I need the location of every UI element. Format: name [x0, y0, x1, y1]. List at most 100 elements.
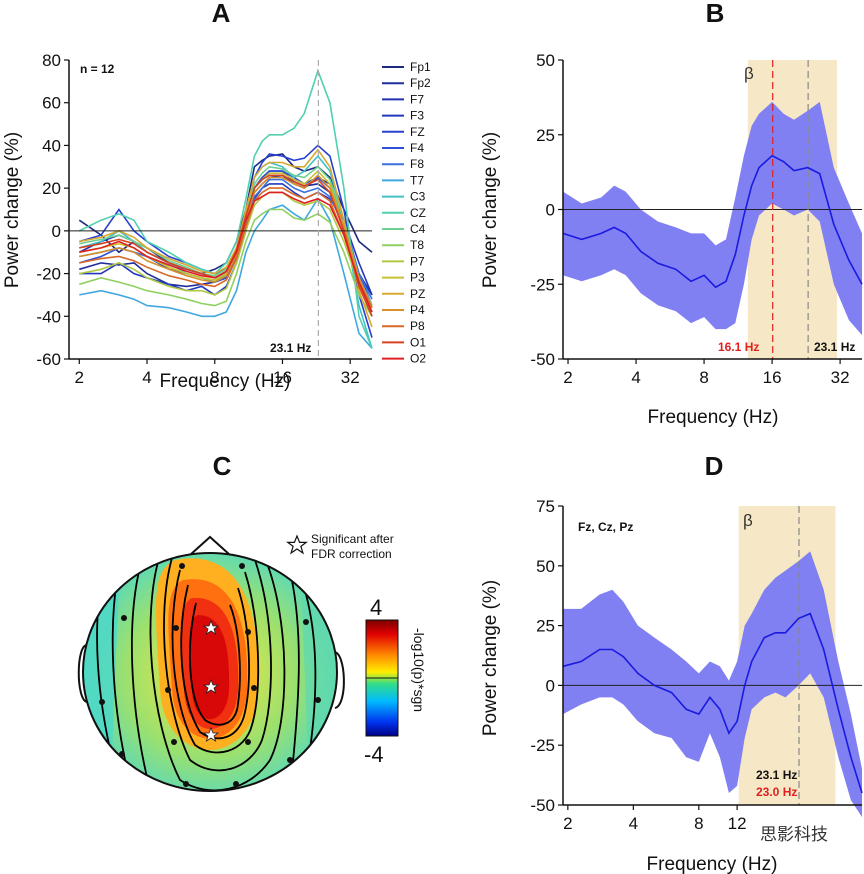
legend-entry: O2	[410, 352, 426, 366]
panel-d-ylabel: Power change (%)	[480, 580, 501, 736]
panel-b-y-ticks: 50 25 0 -25 -50	[530, 51, 563, 369]
panel-b-confidence-band	[563, 101, 862, 336]
panel-letter-c: C	[213, 451, 232, 481]
x-tick-label: 32	[341, 368, 360, 387]
y-tick-label: -60	[36, 350, 61, 369]
series-line-o1	[79, 174, 373, 317]
star-legend-line2: FDR correction	[311, 547, 392, 561]
panel-letter-b: B	[706, 0, 725, 28]
panel-d-mean-line	[562, 612, 863, 794]
y-tick-label: 60	[42, 94, 61, 113]
y-tick-label: 40	[42, 136, 61, 155]
series-line-cz	[78, 68, 373, 349]
panel-b-red-annotation: 16.1 Hz	[718, 340, 759, 354]
legend-entry: F3	[410, 109, 424, 123]
panel-a-peak-annotation: 23.1 Hz	[270, 341, 311, 355]
y-tick-label: 50	[536, 51, 555, 70]
legend-entry: PZ	[410, 287, 425, 301]
y-tick-label: -25	[530, 736, 555, 755]
legend-entry: P4	[410, 303, 425, 317]
series-line-p3	[79, 169, 373, 313]
significant-star-markers	[202, 619, 220, 742]
x-tick-label: 16	[273, 368, 292, 387]
legend-entry: C4	[410, 222, 426, 236]
series-line-fp1	[78, 153, 373, 275]
panel-d-y-ticks: 75 50 25 0 -25 -50	[530, 497, 563, 815]
series-line-c3	[79, 154, 373, 349]
legend-entry: CZ	[410, 206, 426, 220]
head-nose	[189, 535, 231, 556]
legend-entry: P7	[410, 254, 425, 268]
y-tick-label: 0	[52, 222, 61, 241]
legend-entry: Fp2	[410, 76, 431, 90]
watermark: 思影科技	[760, 825, 828, 844]
head-outline	[82, 552, 338, 792]
panel-a-series	[78, 68, 373, 349]
y-tick-label: 75	[536, 497, 555, 516]
topoplot-map	[83, 553, 337, 791]
legend-entry: O1	[410, 335, 426, 349]
legend-entry: C3	[410, 190, 426, 204]
panel-b-mean-line	[562, 154, 863, 289]
y-tick-label: 25	[536, 126, 555, 145]
x-tick-label: 2	[563, 814, 572, 833]
y-tick-label: -50	[530, 350, 555, 369]
y-tick-label: 25	[536, 617, 555, 636]
panel-a-legend: Fp1 Fp2 F7 F3 FZ F4 F8 T7 C3 CZ C4 T8 P7 P3 PZ P4 P8 O1 O2	[382, 60, 431, 366]
topoplot-electrodes	[99, 563, 321, 787]
y-tick-label: -20	[36, 265, 61, 284]
panel-b-ylabel: Power change (%)	[480, 132, 501, 288]
panel-d-confidence-band	[563, 551, 862, 817]
panel-a-xlabel: Frequency (Hz)	[160, 371, 291, 392]
y-tick-label: 50	[536, 557, 555, 576]
y-tick-label: -25	[530, 275, 555, 294]
x-tick-label: 8	[699, 368, 708, 387]
legend-entry: F4	[410, 141, 424, 155]
legend-entry: Fp1	[410, 60, 431, 74]
legend-entry: F8	[410, 157, 424, 171]
colorbar-min-label: -4	[364, 742, 384, 767]
series-line-p8	[79, 187, 373, 309]
x-tick-label: 12	[728, 814, 747, 833]
panel-c: Significant after FDR correction 4 -4 -l…	[77, 532, 427, 792]
panel-d-beta-label: β	[743, 511, 753, 530]
series-line-f7	[78, 174, 373, 317]
x-tick-label: 4	[631, 368, 640, 387]
y-tick-label: 20	[42, 179, 61, 198]
series-line-t7	[79, 197, 373, 349]
star-legend-icon	[286, 534, 308, 555]
panel-letter-d: D	[705, 451, 724, 481]
panel-a: Power change (%) Frequency (Hz) 80604020…	[2, 51, 431, 392]
x-tick-label: 4	[142, 368, 151, 387]
legend-entry: P8	[410, 319, 425, 333]
x-tick-label: 8	[210, 368, 219, 387]
series-line-o2	[79, 191, 373, 313]
colorbar-max-label: 4	[370, 595, 382, 620]
y-tick-label: 0	[546, 201, 555, 220]
y-tick-label: 0	[546, 676, 555, 695]
head-left-ear	[77, 644, 88, 703]
legend-entry: T7	[410, 173, 424, 187]
series-line-c4	[79, 165, 373, 306]
panel-b: Power change (%) Frequency (Hz) β 50 25 0 -…	[480, 51, 863, 428]
x-tick-label: 8	[694, 814, 703, 833]
legend-entry: F7	[410, 92, 424, 106]
y-tick-label: -40	[36, 307, 61, 326]
panel-d-red-annotation: 23.0 Hz	[756, 785, 797, 799]
head-right-ear	[333, 651, 345, 709]
panel-a-ylabel: Power change (%)	[2, 132, 23, 288]
series-line-pz	[79, 148, 373, 328]
panel-b-x-ticks: 2 4 8 16 32	[563, 359, 850, 387]
series-line-t8	[79, 208, 373, 317]
x-tick-label: 16	[763, 368, 782, 387]
x-tick-label: 2	[75, 368, 84, 387]
panel-d-channels-label: Fz, Cz, Pz	[578, 520, 633, 534]
panel-b-beta-label: β	[744, 64, 754, 83]
panel-b-black-annotation: 23.1 Hz	[814, 340, 855, 354]
panel-b-xlabel: Frequency (Hz)	[648, 407, 779, 428]
panel-a-y-ticks: 80 60 40 20 0 -20 -40 -60	[36, 51, 69, 369]
x-tick-label: 2	[563, 368, 572, 387]
legend-entry: FZ	[410, 125, 425, 139]
legend-entry: T8	[410, 238, 424, 252]
